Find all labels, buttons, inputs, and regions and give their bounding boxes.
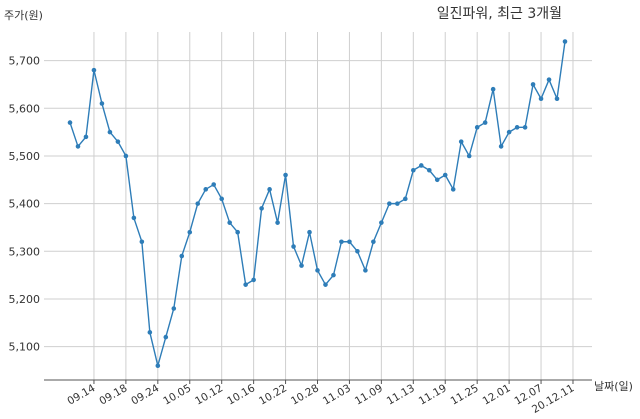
data-point <box>466 153 472 159</box>
data-point <box>75 144 81 149</box>
x-tick-label: 11.13 <box>385 382 417 407</box>
data-point <box>490 86 496 92</box>
data-point <box>139 239 145 245</box>
data-point <box>211 182 217 187</box>
data-point <box>411 167 416 173</box>
y-tick-label: 5,200 <box>9 293 41 306</box>
x-tick-label: 10.22 <box>257 382 289 407</box>
y-tick-label: 5,500 <box>9 150 41 163</box>
data-point <box>307 229 312 235</box>
data-point <box>403 196 408 202</box>
data-point <box>171 306 177 311</box>
series-line <box>67 39 568 368</box>
data-point <box>554 96 560 102</box>
data-point <box>203 187 209 192</box>
data-point <box>482 120 488 125</box>
data-point <box>291 244 296 249</box>
x-tick-label: 11.19 <box>417 382 449 407</box>
y-tick-label: 5,700 <box>9 55 41 68</box>
x-tick-label: 11.03 <box>321 382 353 407</box>
data-point <box>91 67 97 73</box>
x-tick-label: 10.12 <box>193 382 225 407</box>
data-point <box>331 272 336 278</box>
data-point <box>179 253 185 259</box>
data-point <box>450 187 456 192</box>
data-point <box>99 101 105 106</box>
y-tick-label: 5,300 <box>9 245 41 258</box>
data-point <box>219 196 224 202</box>
data-point <box>131 215 137 221</box>
x-tick-label: 10.05 <box>161 382 193 407</box>
data-point <box>275 220 280 225</box>
data-point <box>195 201 201 206</box>
data-point <box>363 268 368 273</box>
x-axis-label: 날짜(일) <box>594 379 633 393</box>
data-point <box>243 282 248 287</box>
data-point <box>506 129 512 135</box>
data-point <box>123 153 129 159</box>
x-tick-label: 09.14 <box>65 382 97 408</box>
x-tick-label: 09.18 <box>97 382 129 407</box>
data-point <box>474 125 480 130</box>
data-point <box>235 229 240 235</box>
data-point <box>347 239 352 245</box>
data-point <box>67 120 73 125</box>
data-point <box>426 167 432 173</box>
y-tick-label: 5,100 <box>9 341 41 354</box>
chart-title: 일진파워, 최근 3개월 <box>437 6 562 22</box>
data-point <box>83 134 89 140</box>
data-point <box>147 330 153 335</box>
data-point <box>163 334 169 340</box>
data-point <box>115 139 121 144</box>
axes <box>44 379 592 384</box>
data-point <box>315 268 320 273</box>
data-point <box>546 77 552 82</box>
data-point <box>107 129 113 135</box>
y-tick-label: 5,400 <box>9 198 41 211</box>
data-point <box>323 282 328 287</box>
x-tick-label: 11.09 <box>353 382 385 407</box>
x-tick-label: 10.16 <box>225 382 257 408</box>
data-point <box>355 248 360 254</box>
data-point <box>339 239 344 245</box>
data-point <box>562 39 568 44</box>
data-point <box>418 163 424 168</box>
data-point <box>371 239 376 245</box>
x-tick-label: 12.01 <box>481 382 513 407</box>
data-point <box>395 201 400 206</box>
y-tick-label: 5,600 <box>9 102 41 115</box>
data-point <box>514 125 520 130</box>
data-point <box>498 144 504 149</box>
data-point <box>522 125 528 130</box>
y-axis-label: 주가(원) <box>4 9 43 22</box>
y-tick-labels: 5,100 5,200 5,300 5,400 5,500 5,600 5,700 <box>9 55 41 354</box>
data-point <box>379 220 384 225</box>
data-point <box>283 172 288 178</box>
grid-lines <box>44 32 592 380</box>
x-tick-label: 11.25 <box>449 382 481 407</box>
data-point <box>259 206 264 211</box>
x-tick-label: 09.24 <box>129 382 161 408</box>
data-point <box>530 82 536 87</box>
data-point <box>299 263 304 268</box>
data-point <box>187 229 193 235</box>
data-point <box>267 187 272 192</box>
data-point <box>458 139 464 144</box>
data-point <box>251 277 256 283</box>
data-point <box>227 220 232 225</box>
data-point <box>538 96 544 102</box>
data-point <box>434 177 440 183</box>
data-point <box>155 363 161 368</box>
x-tick-labels: 09.14 09.18 09.24 10.05 10.12 10.16 10.22 10.28… <box>65 382 576 416</box>
data-point <box>387 201 392 206</box>
x-tick-label: 10.28 <box>289 382 321 407</box>
data-point <box>442 172 448 178</box>
